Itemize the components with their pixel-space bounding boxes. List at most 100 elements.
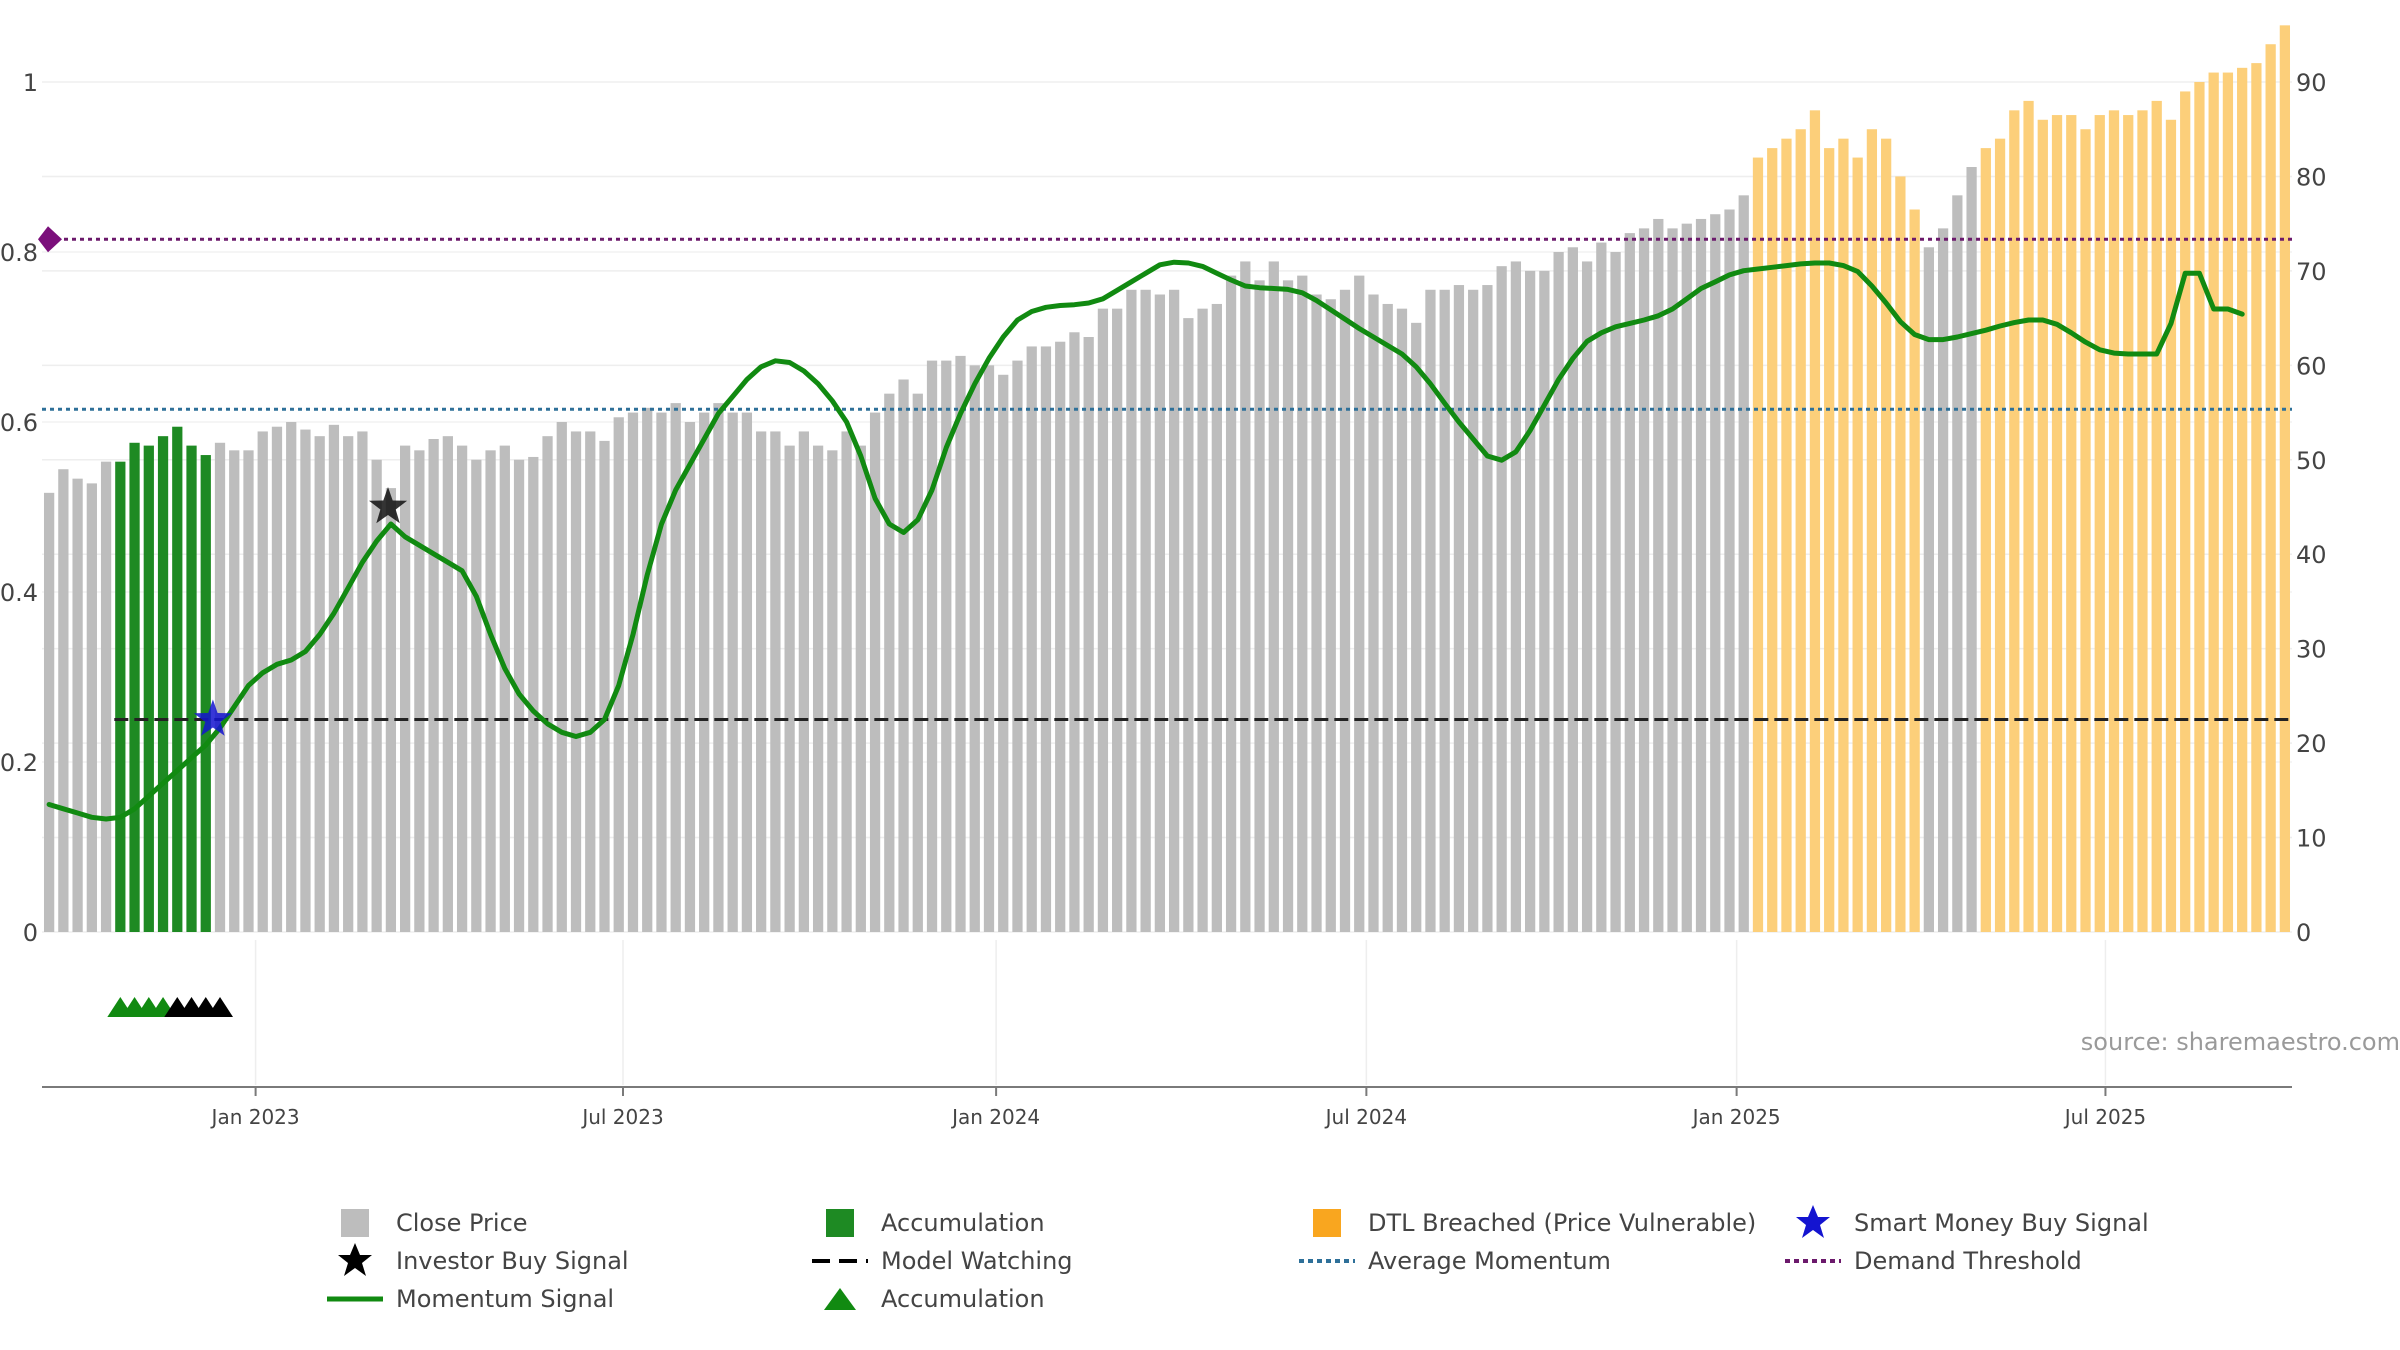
- momentum-signal: [46, 259, 2245, 822]
- right-tick-label: 80: [2296, 163, 2327, 191]
- gray-square-icon: [341, 1209, 369, 1237]
- legend-item-investor-buy: Investor Buy Signal: [320, 1243, 629, 1279]
- legend-label: Accumulation: [881, 1285, 1045, 1313]
- legend-item-demand-threshold: Demand Threshold: [1778, 1243, 2082, 1279]
- price-bar: [898, 379, 909, 932]
- price-bar: [1012, 360, 1023, 933]
- left-tick-label: 0.2: [0, 749, 38, 777]
- green-square-icon: [826, 1209, 854, 1237]
- smart-money-buy-signal: [193, 699, 232, 736]
- price-bar: [1112, 308, 1123, 933]
- price-bar: [528, 456, 539, 932]
- left-tick-label: 0.6: [0, 409, 38, 437]
- price-bar: [2265, 44, 2276, 932]
- price-bar: [1667, 228, 1678, 932]
- price-bar: [2222, 72, 2234, 933]
- price-bar: [599, 440, 610, 932]
- price-bar: [855, 445, 866, 932]
- price-bar: [627, 412, 639, 932]
- price-bar: [2180, 91, 2191, 932]
- price-bar: [1638, 228, 1650, 932]
- price-bar: [1311, 294, 1322, 932]
- price-bar: [570, 431, 582, 932]
- price-bar: [2123, 115, 2134, 933]
- price-bar: [1909, 209, 1920, 932]
- price-bar: [1624, 233, 1635, 933]
- price-bar: [1567, 247, 1578, 932]
- price-bar: [727, 412, 738, 932]
- price-bar: [1140, 289, 1151, 932]
- price-bar: [86, 483, 97, 932]
- x-tick-label: Jan 2023: [210, 1105, 300, 1129]
- signal-markers: [107, 487, 408, 1017]
- green-triangle-icon: [824, 1288, 856, 1310]
- price-bar: [1952, 195, 1963, 933]
- price-bar: [371, 459, 382, 932]
- right-tick-label: 50: [2296, 447, 2327, 475]
- price-bar: [1268, 261, 1279, 932]
- price-bar: [1225, 275, 1237, 933]
- price-bar: [471, 459, 482, 932]
- price-bar: [1425, 289, 1436, 932]
- price-bar: [1168, 289, 1180, 932]
- price-bar: [143, 445, 154, 932]
- right-tick-label: 10: [2296, 825, 2327, 853]
- price-bar: [1724, 209, 1735, 932]
- price-bar: [1610, 252, 1621, 932]
- price-bar: [1411, 322, 1422, 932]
- price-bar: [2279, 25, 2291, 933]
- price-bar: [1382, 303, 1393, 932]
- demand-threshold-diamond: [38, 226, 62, 253]
- legend: Close Price Accumulation DTL Breached (P…: [320, 1205, 2220, 1325]
- price-bar: [869, 412, 881, 932]
- price-bar: [1881, 138, 1892, 932]
- price-bar: [271, 426, 283, 932]
- left-tick-label: 0.4: [0, 579, 38, 607]
- price-bar: [1496, 266, 1507, 933]
- price-bar: [2194, 82, 2205, 932]
- legend-item-model-watching: Model Watching: [805, 1243, 1073, 1279]
- price-bar: [1781, 138, 1792, 932]
- price-bar: [43, 492, 55, 932]
- right-tick-label: 30: [2296, 636, 2327, 664]
- price-bar: [1197, 308, 1208, 933]
- price-bar: [656, 412, 667, 932]
- price-bar: [428, 439, 439, 932]
- price-bar: [2023, 100, 2034, 932]
- price-bar: [955, 355, 966, 932]
- left-tick-label: 1: [23, 69, 38, 97]
- price-bar: [884, 393, 895, 933]
- purple-dot-line-icon: [1785, 1259, 1841, 1263]
- price-bar: [1354, 275, 1365, 933]
- price-bar: [1866, 129, 1878, 932]
- price-bar: [2080, 129, 2091, 932]
- price-bar: [1809, 110, 1821, 933]
- price-bar: [798, 431, 809, 932]
- price-bar: [1453, 285, 1465, 932]
- price-bar: [328, 424, 340, 932]
- price-bar: [1653, 218, 1664, 932]
- price-bar: [983, 365, 995, 932]
- price-bar: [1325, 299, 1336, 932]
- price-bar: [115, 461, 126, 932]
- price-bar: [1994, 138, 2006, 932]
- price-bar: [841, 431, 852, 932]
- price-bar: [2151, 100, 2162, 932]
- price-bar: [157, 436, 169, 932]
- price-bar: [1154, 294, 1166, 932]
- price-bar: [2094, 115, 2105, 933]
- price-bar: [827, 450, 838, 932]
- price-bar: [756, 431, 767, 932]
- legend-label: Average Momentum: [1368, 1247, 1611, 1275]
- legend-label: Close Price: [396, 1209, 528, 1237]
- x-tick-label: Jan 2025: [1691, 1105, 1781, 1129]
- price-bar: [1752, 157, 1764, 933]
- price-bar: [314, 436, 325, 932]
- right-tick-label: 0: [2296, 919, 2311, 947]
- price-bar: [1966, 167, 1977, 932]
- price-bar: [2165, 119, 2177, 933]
- legend-item-momentum-signal: Momentum Signal: [320, 1281, 614, 1317]
- price-bar: [243, 450, 254, 932]
- x-tick-label: Jan 2024: [950, 1105, 1040, 1129]
